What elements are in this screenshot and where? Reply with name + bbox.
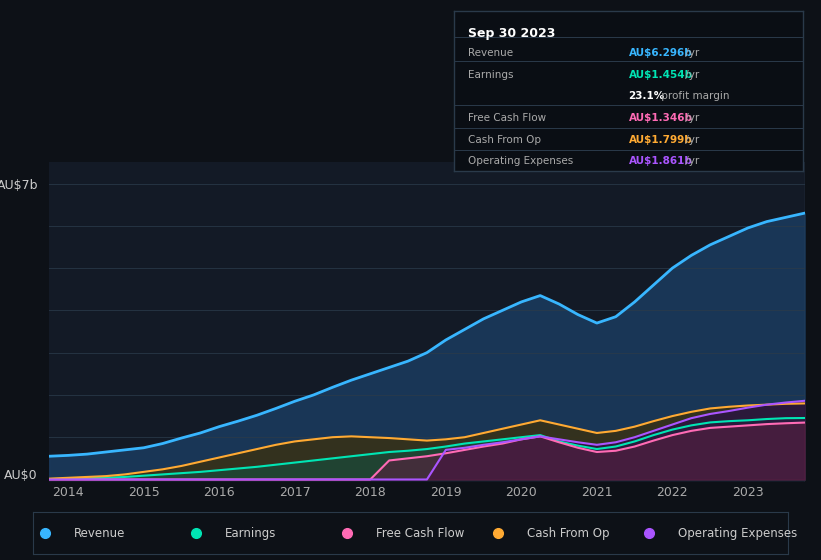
Text: Free Cash Flow: Free Cash Flow [376,527,464,540]
Text: Earnings: Earnings [225,527,276,540]
Text: AU$1.799b: AU$1.799b [629,136,692,146]
Text: AU$6.296b: AU$6.296b [629,48,692,58]
Text: /yr: /yr [682,136,699,146]
Text: Sep 30 2023: Sep 30 2023 [468,27,555,40]
Text: /yr: /yr [682,70,699,80]
Text: AU$0: AU$0 [4,469,38,482]
Text: Revenue: Revenue [74,527,125,540]
Text: Cash From Op: Cash From Op [527,527,609,540]
Text: AU$1.346b: AU$1.346b [629,113,692,123]
Text: Operating Expenses: Operating Expenses [468,156,573,166]
Text: 23.1%: 23.1% [629,91,665,101]
Text: /yr: /yr [682,48,699,58]
Text: AU$1.861b: AU$1.861b [629,156,692,166]
Text: Cash From Op: Cash From Op [468,136,541,146]
Text: /yr: /yr [682,113,699,123]
Text: /yr: /yr [682,156,699,166]
Text: AU$7b: AU$7b [0,179,38,192]
Text: Operating Expenses: Operating Expenses [678,527,797,540]
Text: Earnings: Earnings [468,70,513,80]
Text: Free Cash Flow: Free Cash Flow [468,113,546,123]
Text: Revenue: Revenue [468,48,513,58]
Text: AU$1.454b: AU$1.454b [629,70,693,80]
Text: profit margin: profit margin [658,91,730,101]
